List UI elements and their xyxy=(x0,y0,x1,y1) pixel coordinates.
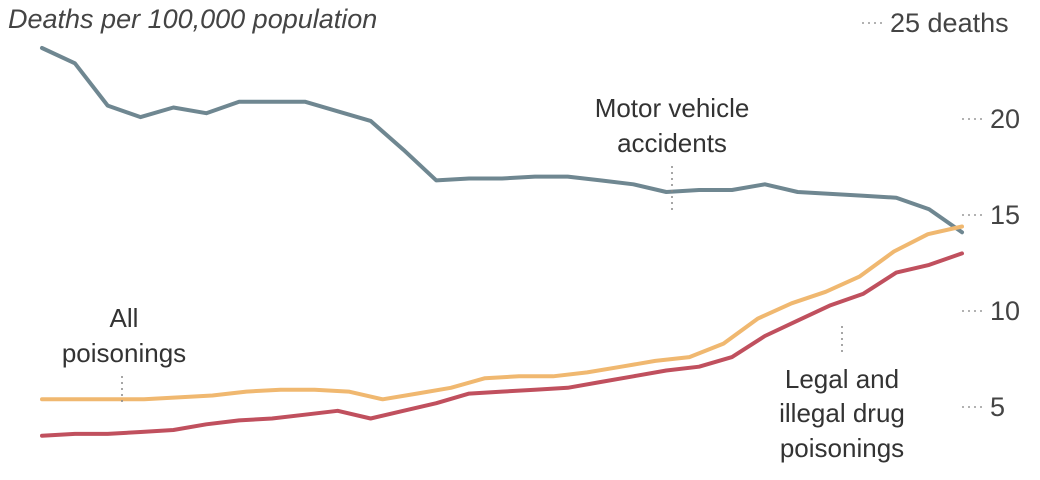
all-poisonings-line xyxy=(40,224,964,402)
y-tick-label: 25 deaths xyxy=(890,8,1009,38)
y-tick-label: 15 xyxy=(990,200,1020,230)
motor-vehicle-accidents-line xyxy=(40,46,964,235)
annotation-motor-vehicle: Motor vehicle accidents xyxy=(595,93,750,210)
annotation-drug-line3: poisonings xyxy=(780,433,904,463)
annotation-drug-line2: illegal drug xyxy=(779,398,905,428)
y-tick-label: 20 xyxy=(990,104,1020,134)
annotation-poison-line2: poisonings xyxy=(62,338,186,368)
annotation-drug-line1: Legal and xyxy=(785,364,899,394)
y-tick-label: 10 xyxy=(990,296,1020,326)
y-axis-title: Deaths per 100,000 population xyxy=(8,4,377,34)
annotation-drug-poisonings: Legal and illegal drug poisonings xyxy=(779,326,905,463)
drug-poisonings-line xyxy=(40,251,964,438)
annotation-poison-line1: All xyxy=(110,303,139,333)
annotation-motor-line2: accidents xyxy=(617,128,727,158)
y-tick-label: 5 xyxy=(990,392,1005,422)
annotation-motor-line1: Motor vehicle xyxy=(595,93,750,123)
annotation-all-poisonings: All poisonings xyxy=(62,303,186,404)
series-lines xyxy=(40,46,964,438)
y-axis-ticks: 25 deaths 20 15 10 5 xyxy=(862,8,1020,422)
